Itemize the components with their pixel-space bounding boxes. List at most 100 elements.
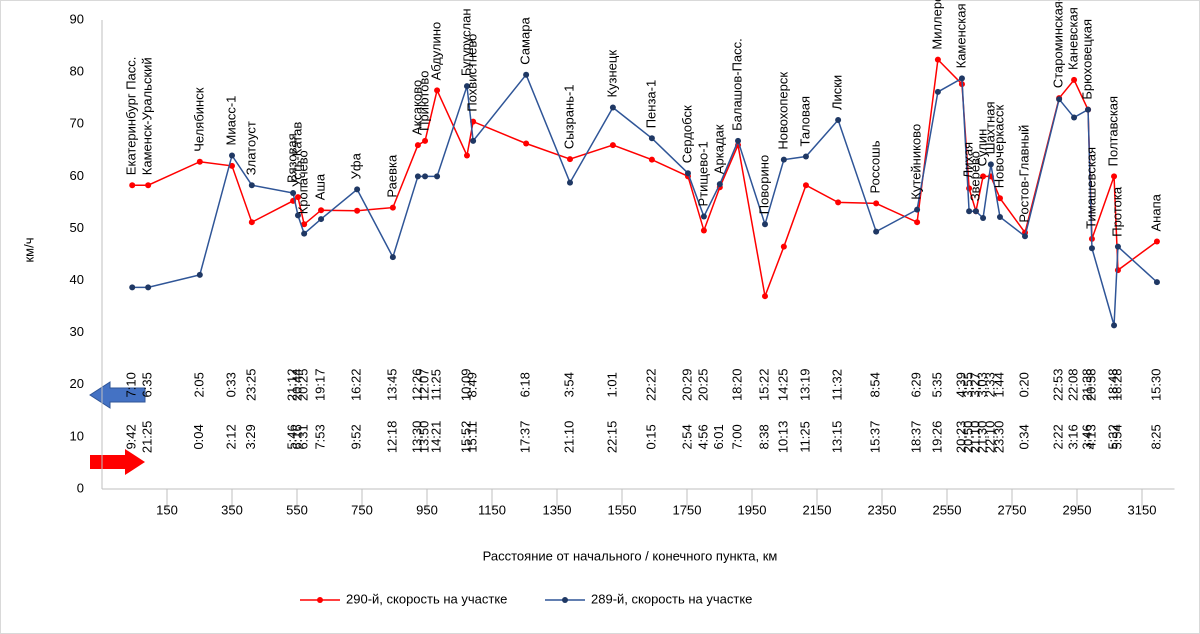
time-label: 18:20 <box>729 369 744 402</box>
time-label: 1:44 <box>991 372 1006 397</box>
data-point <box>780 243 787 250</box>
y-tick-label: 20 <box>70 376 84 391</box>
station-label: Протока <box>1109 186 1124 237</box>
station-label: Тимашевская <box>1083 147 1098 229</box>
data-point <box>463 83 470 90</box>
data-point <box>318 216 325 223</box>
time-label: 7:10 <box>124 372 139 397</box>
time-label: 2:05 <box>191 372 206 397</box>
x-axis-title: Расстояние от начального / конечного пун… <box>483 548 778 563</box>
data-point <box>987 161 994 168</box>
time-label: 23:25 <box>243 369 258 402</box>
data-point <box>996 213 1003 220</box>
station-label: Таловая <box>797 96 812 147</box>
x-tick-label: 1950 <box>738 502 767 517</box>
time-label: 5:46 <box>285 424 300 449</box>
time-label: 15:37 <box>868 421 883 454</box>
time-label: 22:15 <box>604 421 619 454</box>
station-label: Челябинск <box>191 87 206 151</box>
time-label: 3:16 <box>1066 424 1081 449</box>
time-label: 22:08 <box>1066 369 1081 402</box>
data-point <box>294 212 301 219</box>
data-point <box>609 104 616 111</box>
data-point <box>980 215 987 222</box>
time-label: 20:58 <box>1083 369 1098 402</box>
station-label: Зверево <box>967 151 982 201</box>
data-point <box>389 204 396 211</box>
station-label: Россошь <box>868 140 883 193</box>
station-label: Староминская-Тимашевская <box>1051 0 1066 88</box>
data-point <box>648 135 655 142</box>
time-label: 5:35 <box>929 372 944 397</box>
station-label: Вязовая <box>285 133 300 183</box>
time-label: 8:49 <box>465 372 480 397</box>
data-point <box>567 179 573 186</box>
station-label: Шахтная <box>982 101 997 154</box>
time-label: 8:54 <box>868 372 883 397</box>
data-point <box>1071 76 1078 83</box>
time-label: 7:53 <box>312 424 327 449</box>
data-point <box>966 208 973 215</box>
station-label: Бугуруслан <box>458 8 473 76</box>
y-tick-label: 50 <box>70 220 84 235</box>
time-label: 5:32 <box>1105 424 1120 449</box>
station-label: Каневская <box>1066 7 1081 70</box>
time-label: 2:22 <box>1051 424 1066 449</box>
data-point <box>780 156 787 163</box>
y-tick-label: 80 <box>70 64 84 79</box>
data-point <box>934 56 941 63</box>
data-point <box>1111 322 1118 329</box>
station-label: Ростов-Главный <box>1016 125 1031 223</box>
station-label: Приютово <box>416 71 431 131</box>
time-label: 20:23 <box>953 421 968 454</box>
time-label: 13:19 <box>797 369 812 402</box>
station-label: Лиски <box>830 75 845 110</box>
station-label: Абдулино <box>429 22 444 81</box>
data-point <box>567 156 573 163</box>
data-point <box>1056 96 1063 103</box>
time-label: 20:44 <box>289 369 304 402</box>
station-label: Поворино <box>756 155 771 214</box>
station-label: Каменск-Уральский <box>140 57 155 175</box>
x-tick-label: 1150 <box>478 502 506 517</box>
x-tick-label: 350 <box>221 502 243 517</box>
time-label: 18:28 <box>1109 369 1124 402</box>
y-tick-label: 0 <box>77 480 84 495</box>
data-point <box>422 173 429 180</box>
data-point <box>802 153 809 160</box>
time-label: 0:33 <box>223 372 238 397</box>
station-label: Златоуст <box>243 121 258 175</box>
station-label: Аркадак <box>711 124 726 174</box>
time-label: 20:29 <box>679 369 694 402</box>
data-point <box>980 173 987 180</box>
time-label: 10:09 <box>458 369 473 402</box>
station-label: Новохоперск <box>775 72 790 150</box>
station-label: Уфа <box>349 152 364 179</box>
x-tick-label: 3150 <box>1128 502 1157 517</box>
x-tick-label: 1350 <box>543 502 572 517</box>
time-label: 21:25 <box>140 421 155 454</box>
x-tick-label: 550 <box>286 502 308 517</box>
time-label: 15:22 <box>756 369 771 402</box>
data-point <box>873 200 880 207</box>
time-label: 6:18 <box>518 372 533 397</box>
data-point <box>248 182 255 189</box>
time-label: 6:31 <box>296 424 311 449</box>
direction-arrow <box>89 381 146 409</box>
time-label: 1:01 <box>604 372 619 397</box>
data-point <box>434 173 441 180</box>
station-label: Кузнецк <box>604 50 619 98</box>
data-point <box>422 137 429 144</box>
data-point <box>389 254 396 261</box>
time-label: 12:26 <box>409 369 424 402</box>
time-label: 8:25 <box>1148 424 1163 449</box>
y-tick-label: 40 <box>70 272 84 287</box>
data-point <box>700 227 707 234</box>
data-point <box>145 182 152 189</box>
x-tick-label: 2150 <box>803 502 832 517</box>
data-point <box>914 219 921 226</box>
station-label: Каменская <box>953 3 968 68</box>
station-label: Аша <box>312 173 327 200</box>
time-label: 0:34 <box>1016 424 1031 449</box>
